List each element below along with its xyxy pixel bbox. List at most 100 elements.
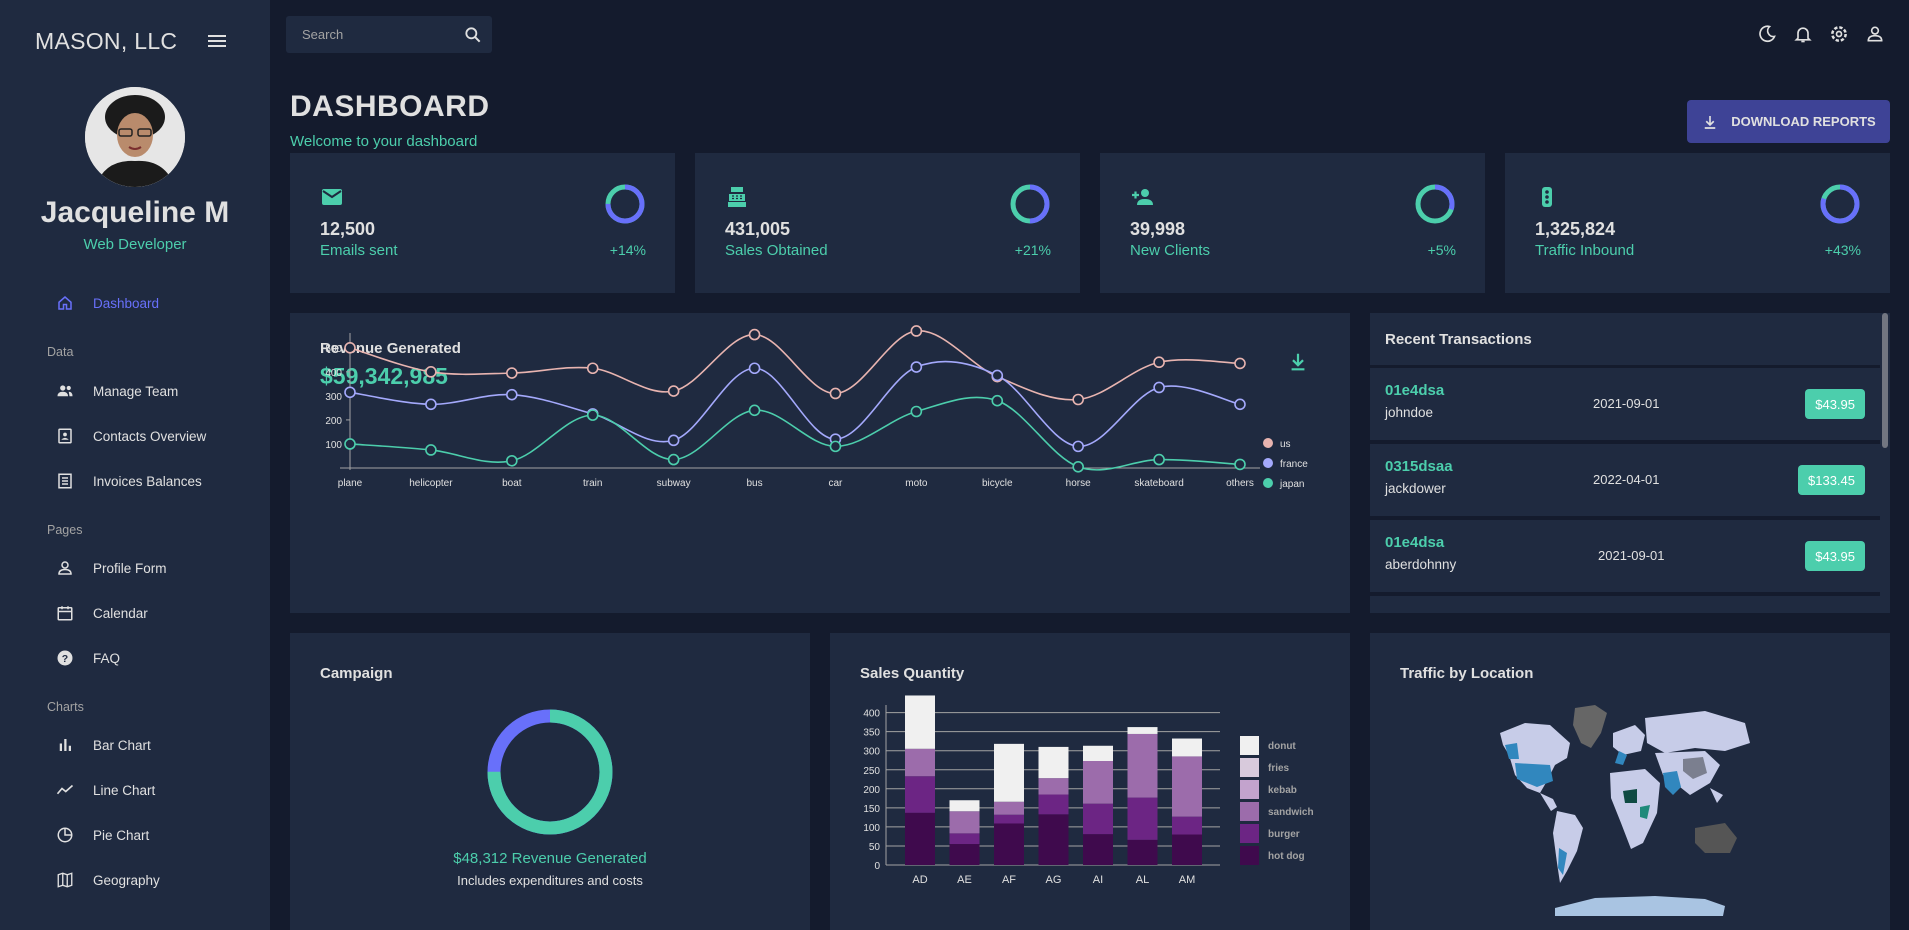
legend-label: fries: [1268, 763, 1290, 774]
sidebar-item-label: Manage Team: [93, 383, 179, 399]
stat-card-traffic: 1,325,824 Traffic Inbound +43%: [1505, 153, 1890, 293]
sidebar-item-profile-form[interactable]: Profile Form: [55, 553, 167, 583]
stat-increase: +43%: [1824, 242, 1861, 258]
y-tick-label: 300: [325, 392, 342, 403]
sidebar-item-label: FAQ: [93, 650, 121, 666]
person-icon: [55, 558, 75, 578]
progress-fill: [1415, 184, 1455, 224]
bar-segment-burger: [1038, 794, 1069, 815]
legend-label: kebab: [1268, 785, 1297, 796]
transaction-row: 01e4dsa aberdohnny 2021-09-01 $43.95: [1370, 520, 1880, 592]
data-point: [1072, 393, 1084, 406]
legend-swatch: [1240, 846, 1259, 865]
sidebar-item-calendar[interactable]: Calendar: [55, 598, 148, 628]
point-of-sale-icon: [725, 185, 749, 209]
settings-icon[interactable]: [1829, 24, 1849, 44]
bar-segment-sandwich: [949, 811, 980, 834]
y-tick-label: 300: [863, 747, 880, 758]
menu-toggle-icon[interactable]: [206, 32, 228, 54]
people-icon: [55, 381, 75, 401]
search-box: [286, 16, 492, 53]
legend-label: japan: [1279, 479, 1304, 490]
y-tick-label: 100: [325, 440, 342, 451]
data-point: [344, 342, 356, 354]
nav-section-data: Data: [47, 345, 74, 359]
legend-label: burger: [1268, 829, 1300, 840]
stat-label: Sales Obtained: [725, 242, 828, 259]
timeline-icon: [55, 780, 75, 800]
search-icon[interactable]: [463, 25, 483, 45]
y-tick-label: 250: [863, 766, 880, 777]
data-point: [506, 454, 518, 467]
download-reports-button[interactable]: DOWNLOAD REPORTS: [1687, 100, 1890, 143]
data-point: [910, 325, 923, 337]
transactions-scrollbar[interactable]: [1880, 313, 1890, 613]
transaction-date: 2021-09-01: [1598, 548, 1665, 563]
dark-mode-icon[interactable]: [1757, 24, 1777, 44]
user-name: Jacqueline M: [40, 196, 230, 229]
data-point: [425, 398, 437, 411]
world-map: [1500, 705, 1750, 916]
sidebar-item-label: Calendar: [93, 605, 148, 621]
bar-segment-sandwich: [1127, 733, 1158, 798]
data-point: [748, 362, 761, 375]
traffic-icon: [1535, 185, 1559, 209]
sidebar-item-faq[interactable]: ? FAQ: [55, 643, 120, 673]
geo-title: Traffic by Location: [1400, 665, 1534, 682]
sidebar-item-manage-team[interactable]: Manage Team: [55, 376, 178, 406]
legend-label: sandwich: [1268, 807, 1314, 818]
help-icon: ?: [55, 648, 75, 668]
sidebar-item-bar-chart[interactable]: Bar Chart: [55, 730, 151, 760]
progress-fill: [605, 184, 645, 224]
sidebar: MASON, LLC Jacqueline M Web Developer Da…: [0, 0, 270, 930]
x-tick-label: helicopter: [409, 478, 453, 489]
x-tick-label: subway: [657, 478, 691, 489]
stat-card-clients: 39,998 New Clients +5%: [1100, 153, 1485, 293]
transaction-row: 0315dsaa jackdower 2022-04-01 $133.45: [1370, 444, 1880, 516]
campaign-panel: Campaign $48,312 Revenue Generated Inclu…: [290, 633, 810, 930]
data-point: [506, 367, 518, 379]
stat-increase: +21%: [1014, 242, 1051, 258]
bar-segment-donut: [1038, 746, 1069, 779]
sales-panel: Sales Quantity 0 50 100 150 200 250 300 350 400 A…: [830, 633, 1350, 930]
transaction-date: 2022-04-01: [1593, 472, 1660, 487]
bar-segment-donut: [905, 695, 935, 749]
progress-fill: [1820, 184, 1860, 224]
bar-segment-sandwich: [1083, 761, 1113, 804]
x-tick-label: plane: [338, 478, 363, 489]
legend-label: donut: [1268, 741, 1296, 752]
bar-segment-sandwich: [905, 748, 935, 777]
data-point: [991, 369, 1004, 382]
page-subtitle: Welcome to your dashboard: [290, 133, 478, 150]
notifications-icon[interactable]: [1793, 24, 1813, 44]
data-point: [586, 362, 599, 375]
sidebar-item-dashboard[interactable]: Dashboard: [55, 288, 159, 318]
bar-segment-burger: [1127, 797, 1158, 840]
data-point: [1234, 398, 1246, 411]
sidebar-item-geography[interactable]: Geography: [55, 865, 160, 895]
stat-increase: +5%: [1427, 242, 1456, 258]
stat-label: Emails sent: [320, 242, 398, 259]
sidebar-item-pie-chart[interactable]: Pie Chart: [55, 820, 149, 850]
bar-segment-sandwich: [1038, 778, 1069, 795]
user-role: Web Developer: [83, 236, 187, 253]
x-tick-label: car: [829, 478, 844, 489]
y-tick-label: 150: [863, 804, 880, 815]
person-icon[interactable]: [1865, 24, 1885, 44]
data-point: [667, 434, 680, 447]
stat-card-sales: 431,005 Sales Obtained +21%: [695, 153, 1080, 293]
progress-circle: [1415, 184, 1455, 224]
search-input[interactable]: [286, 27, 446, 42]
sidebar-item-label: Line Chart: [93, 782, 156, 798]
transaction-user: aberdohnny: [1385, 557, 1457, 572]
campaign-title: Campaign: [320, 665, 393, 682]
transaction-cost: $43.95: [1805, 541, 1865, 571]
sidebar-item-invoices[interactable]: Invoices Balances: [55, 466, 202, 496]
sidebar-item-line-chart[interactable]: Line Chart: [55, 775, 155, 805]
download-icon[interactable]: [1287, 351, 1309, 373]
sidebar-item-label: Invoices Balances: [93, 473, 202, 489]
sidebar-item-contacts[interactable]: Contacts Overview: [55, 421, 206, 451]
y-tick-label: 200: [863, 785, 880, 796]
x-tick-label: train: [583, 478, 602, 489]
person-add-icon: [1130, 185, 1154, 209]
